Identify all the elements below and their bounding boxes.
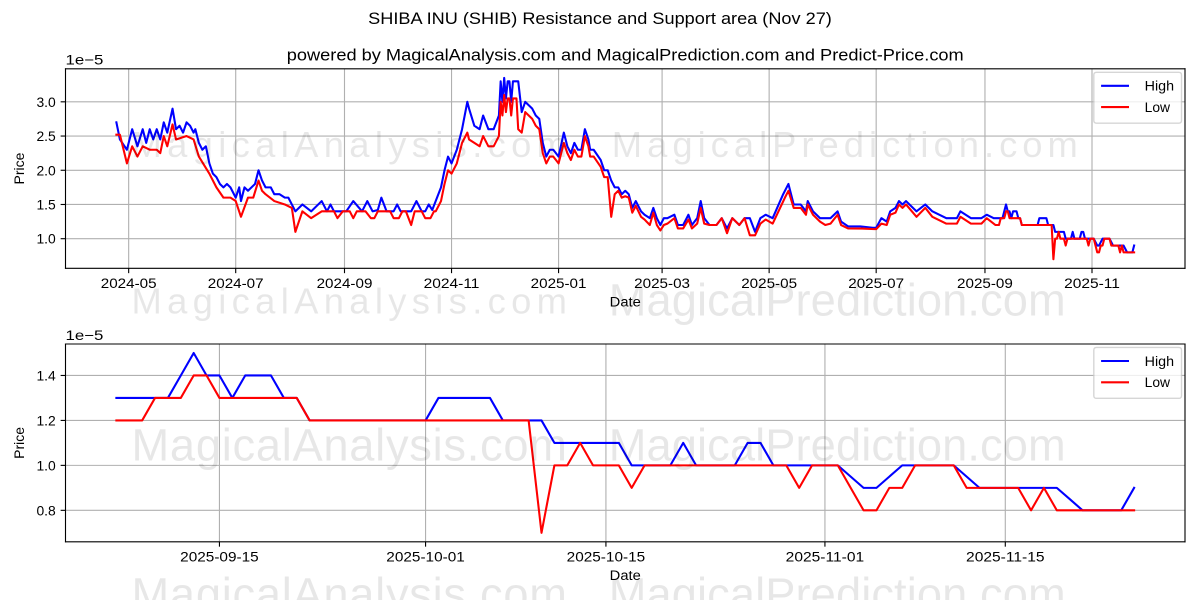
- svg-text:1.5: 1.5: [36, 197, 56, 213]
- svg-text:1e−5: 1e−5: [66, 327, 104, 343]
- svg-text:MagicalAnalysis.com: MagicalAnalysis.com: [131, 420, 566, 471]
- svg-text:2025-11-15: 2025-11-15: [966, 549, 1045, 565]
- svg-text:1e−5: 1e−5: [66, 52, 104, 68]
- svg-text:2025-03: 2025-03: [634, 275, 690, 291]
- svg-text:Low: Low: [1145, 99, 1171, 115]
- svg-text:2025-10-01: 2025-10-01: [386, 549, 465, 565]
- svg-text:MagicalAnalysis.com: MagicalAnalysis.com: [131, 280, 566, 321]
- svg-text:MagicalPrediction.com: MagicalPrediction.com: [612, 124, 1078, 165]
- svg-text:2025-05: 2025-05: [741, 275, 797, 291]
- svg-text:SHIBA INU (SHIB) Resistance an: SHIBA INU (SHIB) Resistance and Support …: [368, 9, 832, 28]
- svg-text:2025-11-01: 2025-11-01: [786, 549, 865, 565]
- svg-text:2024-11: 2024-11: [424, 275, 480, 291]
- svg-text:2024-07: 2024-07: [208, 275, 264, 291]
- svg-text:High: High: [1145, 78, 1174, 94]
- svg-text:Date: Date: [610, 294, 641, 310]
- svg-text:MagicalAnalysis.com: MagicalAnalysis.com: [131, 124, 566, 165]
- svg-text:1.2: 1.2: [36, 412, 56, 428]
- svg-text:MagicalPrediction.com: MagicalPrediction.com: [609, 420, 1066, 471]
- svg-text:MagicalAnalysis.com: MagicalAnalysis.com: [131, 569, 566, 600]
- svg-text:MagicalPrediction.com: MagicalPrediction.com: [609, 569, 1066, 600]
- svg-text:High: High: [1145, 353, 1174, 369]
- svg-text:2.0: 2.0: [36, 162, 56, 178]
- svg-text:2025-07: 2025-07: [848, 275, 904, 291]
- svg-text:2024-05: 2024-05: [101, 275, 157, 291]
- svg-text:powered by MagicalAnalysis.com: powered by MagicalAnalysis.com and Magic…: [287, 45, 964, 64]
- svg-text:2025-09: 2025-09: [957, 275, 1013, 291]
- svg-text:2024-09: 2024-09: [317, 275, 373, 291]
- svg-text:Price: Price: [11, 152, 27, 184]
- svg-text:2025-10-15: 2025-10-15: [567, 549, 646, 565]
- svg-text:MagicalPrediction.com: MagicalPrediction.com: [609, 275, 1066, 326]
- svg-text:Low: Low: [1145, 374, 1171, 390]
- svg-text:Price: Price: [11, 427, 27, 459]
- svg-text:2.5: 2.5: [36, 128, 56, 144]
- svg-text:2025-09-15: 2025-09-15: [180, 549, 259, 565]
- svg-text:3.0: 3.0: [36, 94, 56, 110]
- svg-text:1.0: 1.0: [36, 231, 56, 247]
- svg-text:Date: Date: [610, 567, 641, 583]
- svg-text:2025-11: 2025-11: [1064, 275, 1120, 291]
- svg-text:1.0: 1.0: [36, 457, 56, 473]
- svg-text:0.8: 0.8: [36, 502, 56, 518]
- svg-text:2025-01: 2025-01: [531, 275, 587, 291]
- svg-text:1.4: 1.4: [36, 368, 56, 384]
